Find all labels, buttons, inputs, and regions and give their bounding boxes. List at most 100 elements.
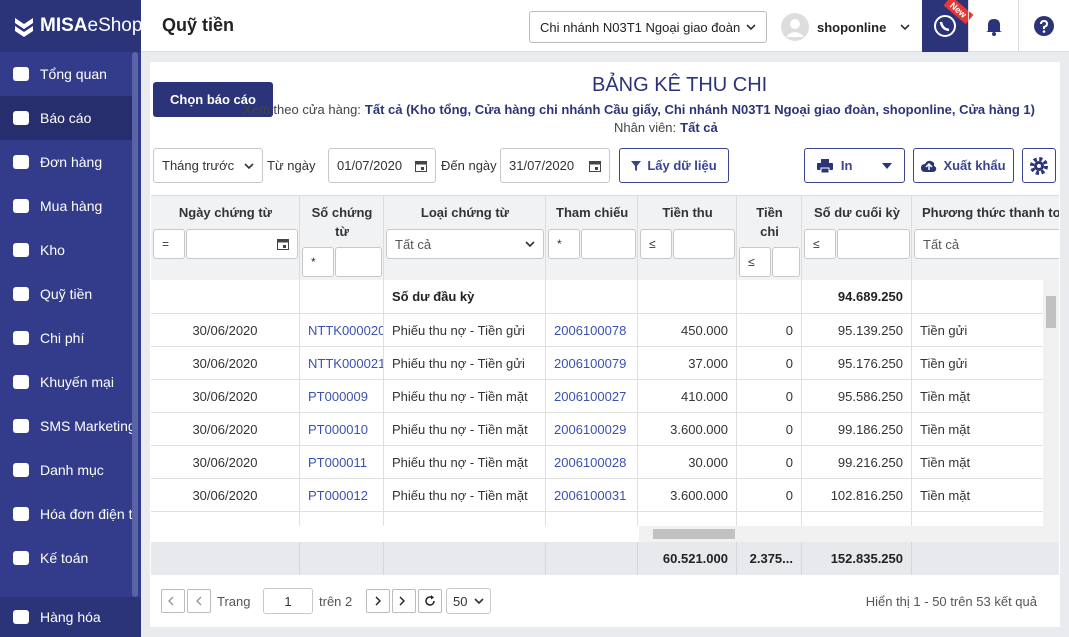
icon — [168, 596, 178, 606]
filter-operator[interactable]: ≤ — [739, 247, 771, 277]
fetch-button[interactable]: Lấy dữ liệu — [619, 148, 729, 183]
icon — [900, 24, 910, 30]
print-label: In — [840, 158, 853, 173]
table-row[interactable]: 30/06/2020 NTTK000021 Phiếu thu nợ - Tiền … — [151, 347, 1059, 380]
icon — [12, 462, 30, 478]
cell-divider — [383, 512, 384, 526]
sidebar-item[interactable]: Đơn hàng — [0, 140, 132, 184]
icon — [882, 162, 893, 169]
sidebar-item[interactable]: Kế toán — [0, 536, 132, 580]
prev-page[interactable] — [187, 589, 211, 613]
sidebar-item[interactable]: Quỹ tiền — [0, 272, 132, 316]
table-cell: Tiền mặt — [912, 446, 1059, 479]
table-cell: Số dư đầu kỳ — [384, 280, 546, 314]
sidebar-item[interactable]: Hóa đơn điện tử — [0, 492, 132, 536]
table-cell — [638, 280, 737, 314]
page-input[interactable]: 1 — [263, 588, 313, 614]
table-row[interactable]: 30/06/2020 PT000011 Phiếu thu nợ - Tiền mặ… — [151, 446, 1059, 479]
sidebar-label: Mua hàng — [40, 198, 103, 214]
table-row-partial — [151, 512, 1059, 526]
table-row[interactable]: 30/06/2020 PT000010 Phiếu thu nợ - Tiền mặ… — [151, 413, 1059, 446]
column-header: Phương thức thanh toán Tất cả — [912, 196, 1059, 280]
filter-input[interactable] — [581, 229, 636, 259]
table-cell: 0 — [737, 380, 802, 413]
export-label: Xuất khẩu — [943, 158, 1006, 173]
from-date[interactable]: 01/07/2020 — [328, 148, 436, 183]
icon — [277, 238, 289, 250]
filter-select[interactable]: Tất cả — [386, 229, 544, 259]
filter-operator[interactable]: * — [548, 229, 580, 259]
filter-input[interactable] — [673, 229, 735, 259]
table-cell: 30/06/2020 — [151, 347, 300, 380]
table-cell: 152.835.250 — [802, 542, 912, 575]
next-page[interactable] — [366, 589, 390, 613]
filter-operator[interactable]: = — [153, 229, 185, 259]
icon — [12, 330, 30, 346]
table-cell: 0 — [737, 314, 802, 347]
sidebar-item[interactable]: Danh mục — [0, 448, 132, 492]
table-cell: 99.186.250 — [802, 413, 912, 446]
sidebar-item[interactable]: Khuyến mại — [0, 360, 132, 404]
print-button[interactable]: In — [804, 148, 905, 183]
column-title: Số chứng từ — [311, 205, 373, 239]
sidebar-item[interactable]: Chi phí — [0, 316, 132, 360]
cell-divider — [911, 512, 912, 526]
sidebar-item[interactable]: SMS Marketing — [0, 404, 132, 448]
last-page[interactable] — [392, 589, 416, 613]
filter-input[interactable] — [772, 247, 800, 277]
choose-report-button[interactable]: Chọn báo cáo — [153, 82, 273, 117]
refresh[interactable] — [418, 589, 442, 613]
icon — [194, 596, 204, 606]
export-button[interactable]: Xuất khẩu — [913, 148, 1014, 183]
store-value: Tất cả (Kho tổng, Cửa hàng chi nhánh Cầu… — [364, 102, 1035, 117]
h-scrollbar — [639, 526, 1059, 542]
table-cell — [546, 280, 638, 314]
filter-input[interactable] — [186, 229, 298, 259]
v-scroll-thumb — [1046, 296, 1056, 328]
icon — [921, 160, 937, 172]
staff-label: Nhân viên: — [614, 120, 677, 135]
brand-main: MISA — [40, 15, 88, 36]
period-select[interactable]: Tháng trước — [153, 148, 263, 183]
user-menu[interactable]: shoponline — [781, 12, 910, 42]
brand-sub: eShop — [87, 15, 143, 36]
table-cell: NTTK000020 — [300, 314, 384, 347]
sidebar-label: Báo cáo — [40, 110, 92, 126]
filter-input[interactable] — [335, 247, 382, 277]
table-row[interactable]: 30/06/2020 PT000012 Phiếu thu nợ - Tiền mặ… — [151, 479, 1059, 512]
branch-select[interactable]: Chi nhánh N03T1 Ngoại giao đoàn — [529, 11, 767, 43]
sidebar-item[interactable]: Kho — [0, 228, 132, 272]
column-header: Loại chứng từ Tất cả — [384, 196, 546, 280]
to-date[interactable]: 31/07/2020 — [500, 148, 610, 183]
filter-select[interactable]: Tất cả — [914, 229, 1059, 259]
table-cell: 2006100027 — [546, 380, 638, 413]
icon — [399, 596, 409, 606]
sidebar-item[interactable]: Báo cáo — [0, 96, 132, 140]
table-cell — [300, 280, 384, 314]
notification-button[interactable] — [968, 0, 1018, 52]
filter-operator[interactable]: ≤ — [804, 229, 836, 259]
opening-row: Số dư đầu kỳ 94.689.250 — [151, 280, 1059, 314]
filter-input[interactable] — [837, 229, 910, 259]
table-cell — [300, 542, 384, 575]
call-button[interactable]: New — [922, 0, 974, 52]
table-row[interactable]: 30/06/2020 NTTK000020 Phiếu thu nợ - Tiền … — [151, 314, 1059, 347]
sidebar-item[interactable]: Hàng hóa — [0, 597, 141, 637]
icon — [12, 418, 30, 434]
table-cell: Phiếu thu nợ - Tiền mặt — [384, 479, 546, 512]
settings-button[interactable] — [1022, 148, 1056, 183]
help-button[interactable] — [1018, 0, 1069, 52]
icon — [424, 595, 436, 607]
sidebar-item[interactable]: Mua hàng — [0, 184, 132, 228]
filter-operator[interactable]: ≤ — [640, 229, 672, 259]
table-cell — [912, 542, 1059, 575]
page-label: Trang — [217, 594, 251, 609]
table-cell — [546, 542, 638, 575]
page-size-select[interactable]: 50 — [446, 588, 491, 614]
sidebar-item[interactable]: Tổng quan — [0, 52, 132, 96]
cell-divider — [637, 512, 638, 526]
column-title: Loại chứng từ — [420, 205, 510, 220]
filter-operator[interactable]: * — [302, 247, 334, 277]
first-page[interactable] — [161, 589, 185, 613]
table-row[interactable]: 30/06/2020 PT000009 Phiếu thu nợ - Tiền mặ… — [151, 380, 1059, 413]
